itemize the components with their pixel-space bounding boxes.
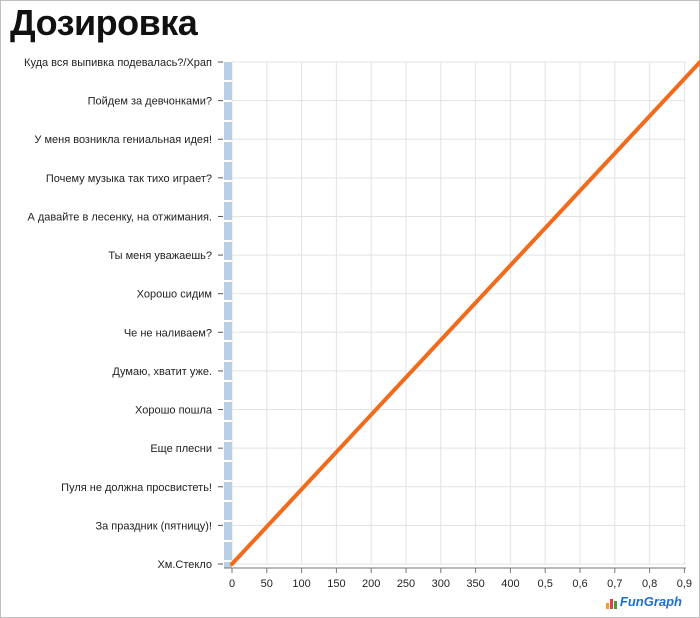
y-tick-label: Еще плесни: [150, 443, 212, 455]
y-tick-label: Хорошо пошла: [135, 405, 213, 417]
series-layer: [230, 60, 700, 566]
logo-bars-icon: [605, 594, 618, 609]
fungraph-logo: FunGraph: [605, 594, 682, 609]
y-tick-label: За праздник (пятницу)!: [95, 520, 212, 532]
y-axis: Хм.Стекло За праздник (пятницу)! Пуля не д…: [24, 57, 232, 571]
x-tick-label: 0,6: [572, 578, 587, 590]
x-tick-label: 0,8: [642, 578, 657, 590]
x-tick-label: 400: [501, 578, 519, 590]
x-tick-label: 250: [397, 578, 415, 590]
y-tick-label: Почему музыка так тихо играет?: [46, 173, 212, 185]
y-tick-label: Хорошо сидим: [137, 289, 212, 301]
x-axis: 0501001502002503003504000,50,60,70,80,9л…: [224, 567, 692, 590]
x-tick-label: 0,9: [677, 578, 692, 590]
x-tick-label: 0: [229, 578, 235, 590]
x-tick-label: 300: [432, 578, 450, 590]
chart-title: Дозировка: [10, 2, 198, 43]
y-tick-label: Пуля не должна просвистеть!: [61, 482, 212, 494]
y-tick-label: Ты меня уважаешь?: [108, 250, 212, 262]
x-tick-label: 150: [327, 578, 345, 590]
x-tick-label: 0,5: [538, 578, 553, 590]
grid-lines: [231, 61, 686, 565]
series-line: [230, 60, 700, 566]
x-tick-label: 200: [362, 578, 380, 590]
y-tick-label: А давайте в лесенку, на отжимания.: [27, 211, 212, 223]
y-tick-label: У меня возникла гениальная идея!: [34, 134, 212, 146]
y-tick-label: Хм.Стекло: [157, 559, 212, 571]
y-tick-label: Че не наливаем?: [124, 327, 212, 339]
y-tick-label: Куда вся выпивка подевалась?/Храп: [24, 57, 212, 69]
x-tick-label: 50: [261, 578, 273, 590]
x-tick-label: 0,7: [607, 578, 622, 590]
y-tick-label: Пойдем за девчонками?: [88, 96, 212, 108]
logo-text: FunGraph: [619, 594, 682, 609]
x-tick-label: 100: [292, 578, 310, 590]
y-tick-label: Думаю, хватит уже.: [112, 366, 212, 378]
x-tick-label: 350: [466, 578, 484, 590]
